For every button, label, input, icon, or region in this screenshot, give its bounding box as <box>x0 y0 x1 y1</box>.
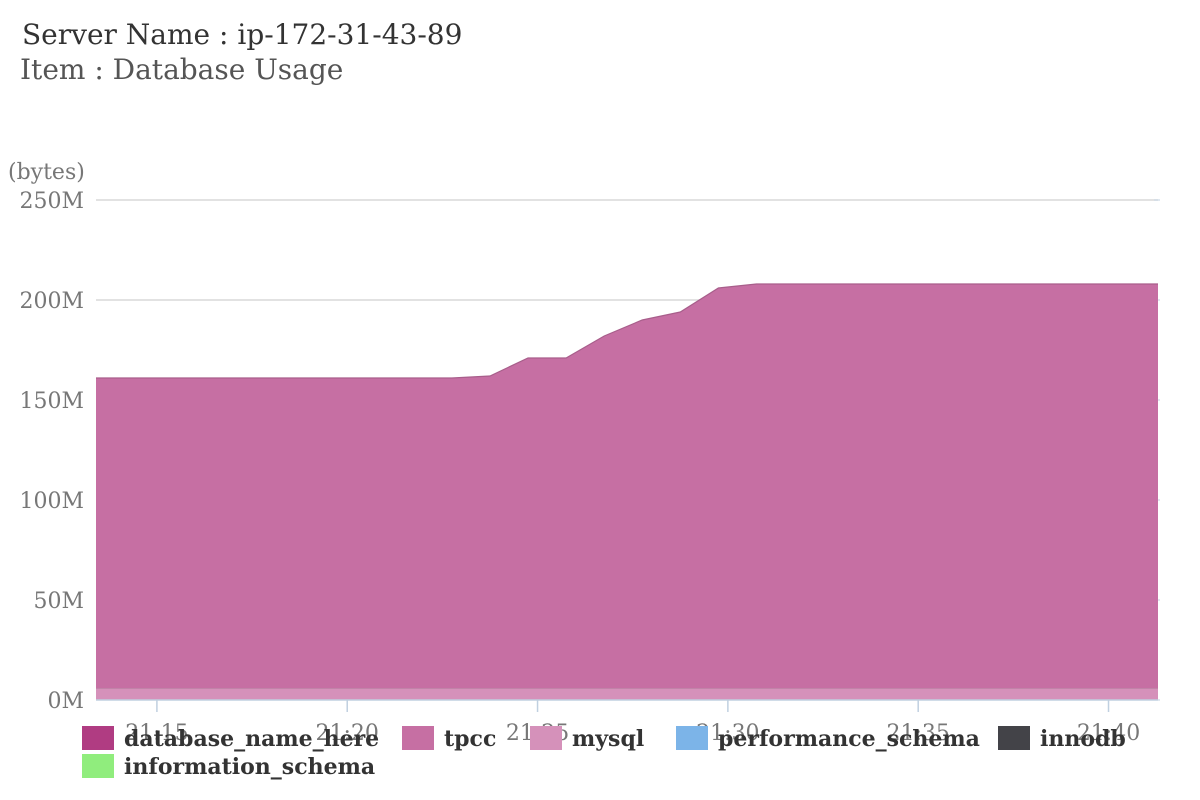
y-tick-label: 100M <box>19 489 84 514</box>
y-tick-label: 250M <box>19 189 84 214</box>
server-name-title: Server Name : ip-172-31-43-89 <box>22 18 463 51</box>
legend-swatch <box>998 726 1030 750</box>
legend-item-mysql[interactable]: mysql <box>530 726 644 752</box>
area-mysql <box>96 688 1158 700</box>
legend-swatch <box>82 726 114 750</box>
legend-label: mysql <box>572 726 644 752</box>
legend-label: database_name_here <box>124 726 379 752</box>
area-series <box>96 283 1158 700</box>
y-axis-unit-label: (bytes) <box>8 160 85 185</box>
area-tpcc <box>96 284 1158 688</box>
legend-swatch <box>676 726 708 750</box>
legend-swatch <box>530 726 562 750</box>
legend-label: performance_schema <box>718 726 980 752</box>
x-tick-label: 21:15 <box>125 721 188 746</box>
y-tick-label: 150M <box>19 389 84 414</box>
axes: 0M50M100M150M200M250M21:1521:2021:2521:3… <box>19 189 1158 746</box>
legend-item-information-schema[interactable]: information_schema <box>82 754 375 780</box>
y-tick-label: 0M <box>47 689 84 714</box>
y-tick-label: 200M <box>19 289 84 314</box>
legend-item-database-name-here[interactable]: database_name_here <box>82 726 379 752</box>
legend-label: tpcc <box>444 726 496 752</box>
legend-item-performance-schema[interactable]: performance_schema <box>676 726 980 752</box>
legend[interactable]: database_name_here tpcc mysql performance_s… <box>82 726 1126 780</box>
y-tick-label: 50M <box>33 589 84 614</box>
legend-swatch <box>82 754 114 778</box>
x-tick-label: 21:20 <box>316 721 379 746</box>
legend-label: innodb <box>1040 726 1126 752</box>
legend-swatch <box>402 726 434 750</box>
line-tpcc <box>96 283 1158 379</box>
legend-label: information_schema <box>124 754 375 780</box>
legend-item-tpcc[interactable]: tpcc <box>402 726 496 752</box>
x-tick-label: 21:35 <box>886 721 949 746</box>
item-subtitle: Item : Database Usage <box>20 53 344 86</box>
x-tick-label: 21:40 <box>1077 721 1140 746</box>
legend-item-innodb[interactable]: innodb <box>998 726 1126 752</box>
